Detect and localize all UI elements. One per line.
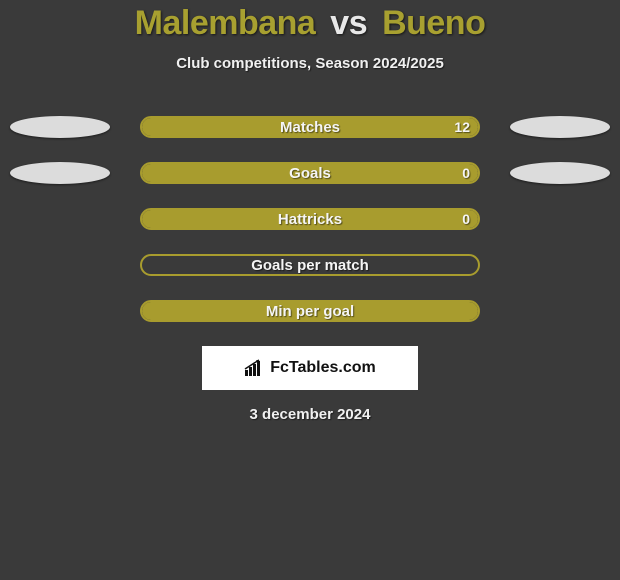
player2-name: Bueno [382, 4, 485, 42]
fctables-logo[interactable]: FcTables.com [202, 346, 418, 390]
stat-label: Goals [289, 165, 331, 182]
stat-row: Matches 12 [0, 116, 620, 138]
player1-value-ellipse [10, 162, 110, 184]
stat-value-right: 0 [462, 211, 470, 227]
stat-row: Goals 0 [0, 162, 620, 184]
comparison-widget: Malembana vs Bueno Club competitions, Se… [0, 0, 620, 423]
stat-value-right: 0 [462, 165, 470, 181]
vs-text: vs [330, 4, 367, 42]
logo-text: FcTables.com [270, 359, 376, 377]
stat-label: Matches [280, 119, 340, 136]
stat-row: Min per goal [0, 300, 620, 322]
player1-value-ellipse [10, 116, 110, 138]
stat-bar: Matches 12 [140, 116, 480, 138]
player2-value-ellipse [510, 162, 610, 184]
subtitle: Club competitions, Season 2024/2025 [0, 55, 620, 72]
player1-name: Malembana [135, 4, 316, 42]
stat-bar: Goals 0 [140, 162, 480, 184]
stat-value-right: 12 [454, 119, 470, 135]
stat-bar: Min per goal [140, 300, 480, 322]
stat-bar: Goals per match [140, 254, 480, 276]
page-title: Malembana vs Bueno [0, 4, 620, 43]
stat-label: Min per goal [266, 303, 354, 320]
stat-bar: Hattricks 0 [140, 208, 480, 230]
stat-label: Hattricks [278, 211, 342, 228]
bar-chart-icon [244, 359, 266, 377]
stat-row: Goals per match [0, 254, 620, 276]
stat-label: Goals per match [251, 257, 369, 274]
footer-date: 3 december 2024 [0, 406, 620, 423]
stats-area: Matches 12 Goals 0 Hattricks 0 Goals per match… [0, 116, 620, 322]
player2-value-ellipse [510, 116, 610, 138]
stat-row: Hattricks 0 [0, 208, 620, 230]
